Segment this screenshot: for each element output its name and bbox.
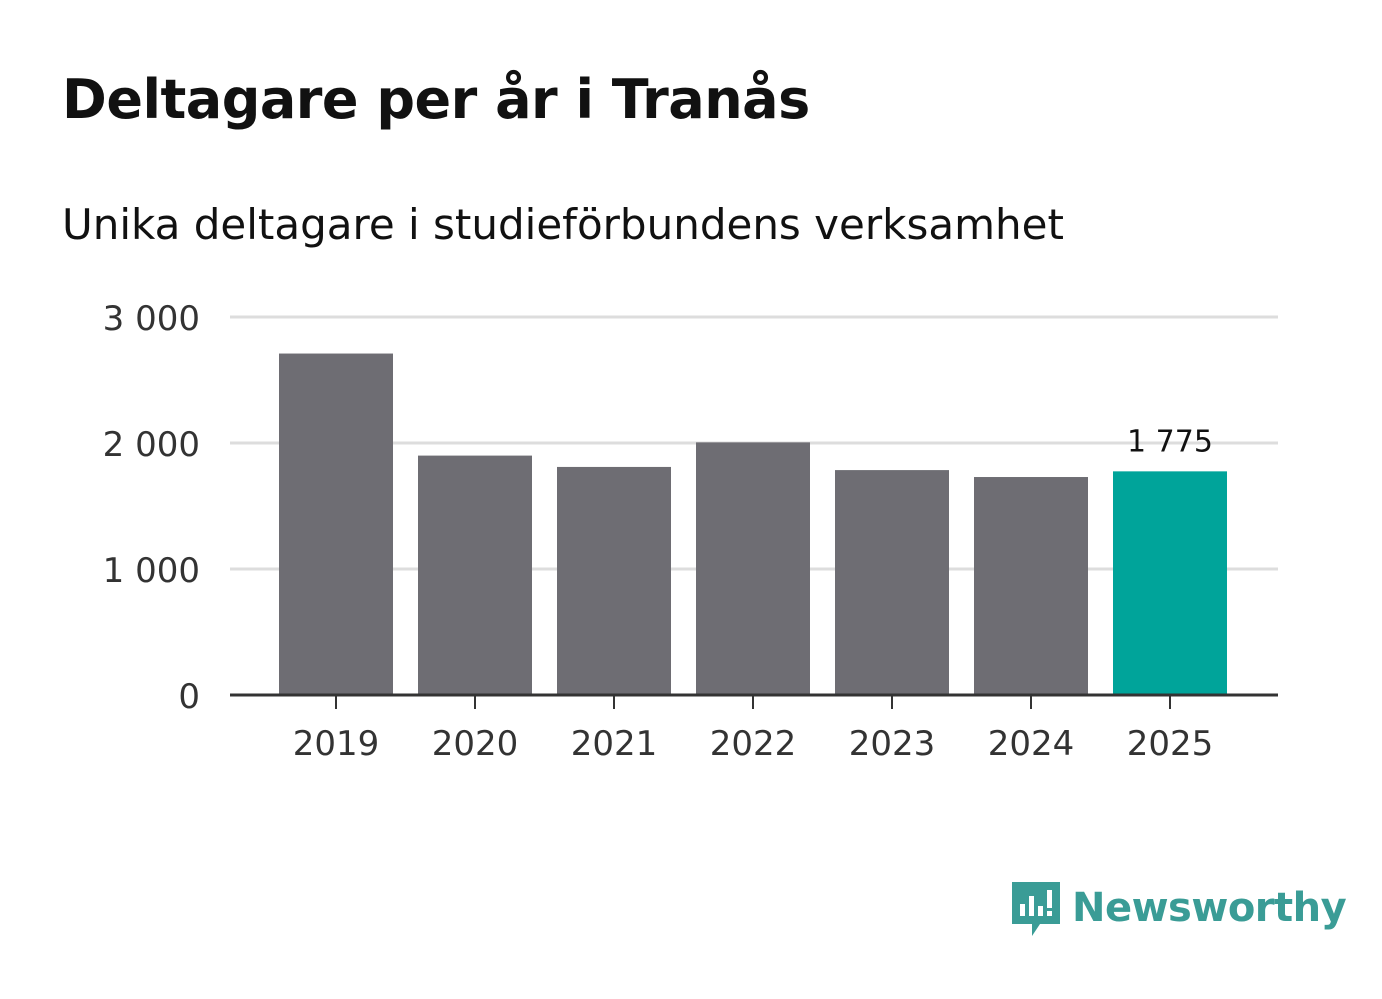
bar xyxy=(835,470,949,695)
x-tick-label: 2025 xyxy=(1127,724,1214,764)
bar xyxy=(557,466,671,695)
bar xyxy=(696,442,810,695)
newsworthy-logo: Newsworthy xyxy=(1010,878,1347,938)
bar xyxy=(279,353,393,695)
y-tick-label: 1 000 xyxy=(103,551,200,591)
bar xyxy=(1113,471,1227,695)
chart-title: Deltagare per år i Tranås xyxy=(62,68,810,131)
x-tick-label: 2023 xyxy=(849,724,936,764)
y-tick-label: 0 xyxy=(178,677,200,717)
chart-subtitle: Unika deltagare i studieförbundens verks… xyxy=(62,200,1064,249)
x-tick-label: 2019 xyxy=(293,724,380,764)
bar-chart: 0 1 000 2 000 3 000 2019 2020 2021 2022 2023 2024… xyxy=(103,299,1278,764)
bar xyxy=(974,477,1088,695)
y-tick-label: 3 000 xyxy=(103,299,200,339)
x-tick-label: 2022 xyxy=(710,724,797,764)
x-tick-label: 2021 xyxy=(571,724,658,764)
y-tick-label: 2 000 xyxy=(103,425,200,465)
bar xyxy=(418,455,532,695)
data-label: 1 775 xyxy=(1127,424,1213,459)
newsworthy-logo-icon xyxy=(1012,882,1060,936)
brand-name: Newsworthy xyxy=(1072,885,1347,931)
x-tick-label: 2020 xyxy=(432,724,519,764)
x-tick-label: 2024 xyxy=(988,724,1075,764)
